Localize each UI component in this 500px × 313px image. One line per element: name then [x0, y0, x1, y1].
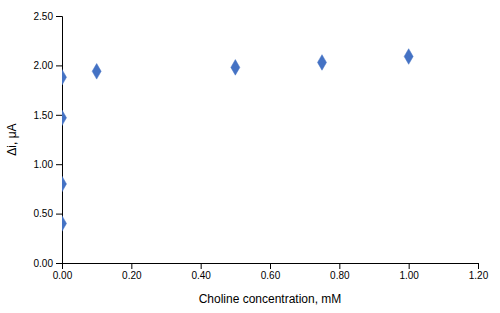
- chart: 0.00 0.20 0.40 0.60 0.80 1.00 1.20 0.00 0.50 1.00…: [0, 0, 500, 313]
- y-tick: 2.50: [34, 11, 62, 22]
- x-tick-label: 0.60: [261, 270, 281, 281]
- plot: 0.00 0.20 0.40 0.60 0.80 1.00 1.20 0.00 0.50 1.00…: [34, 11, 489, 281]
- points: [62, 49, 413, 232]
- y-tick-label: 0.00: [34, 258, 54, 269]
- y-tick-mark: [56, 65, 62, 66]
- y-tick-label: 1.50: [34, 110, 54, 121]
- y-tick-mark: [56, 164, 62, 165]
- y-tick-label: 2.50: [34, 11, 54, 22]
- x-tick: 0.40: [191, 263, 211, 281]
- x-tick-label: 0.40: [191, 270, 211, 281]
- x-tick-label: 0.20: [122, 270, 142, 281]
- y-axis: 0.00 0.50 1.00 1.50 2.00 2.50: [34, 11, 63, 269]
- x-tick-label: 0.00: [53, 270, 73, 281]
- y-tick-mark: [56, 214, 62, 215]
- x-axis: 0.00 0.20 0.40 0.60 0.80 1.00 1.20: [53, 263, 489, 281]
- x-axis-line: [63, 264, 479, 270]
- x-tick-mark: [201, 263, 202, 269]
- x-tick-mark: [409, 263, 410, 269]
- x-tick-label: 0.80: [330, 270, 350, 281]
- y-tick: 0.00: [34, 258, 62, 269]
- point: [92, 64, 101, 80]
- x-tick: 0.00: [53, 263, 73, 281]
- x-tick-label: 1.00: [399, 270, 419, 281]
- x-tick: 1.20: [469, 263, 489, 281]
- point: [62, 176, 66, 192]
- y-tick-mark: [56, 16, 62, 17]
- y-tick-label: 2.00: [34, 60, 54, 71]
- y-tick: 0.50: [34, 208, 62, 219]
- y-tick-mark: [56, 263, 62, 264]
- y-axis-title: Δi, μA: [5, 123, 19, 155]
- x-axis-title: Choline concentration, mM: [199, 292, 342, 306]
- y-tick: 1.50: [34, 110, 62, 121]
- x-tick: 1.00: [399, 263, 419, 281]
- x-tick: 0.60: [261, 263, 281, 281]
- x-tick-mark: [478, 263, 479, 269]
- y-axis-line: [56, 17, 63, 264]
- y-tick-label: 1.00: [34, 159, 54, 170]
- x-tick: 0.20: [122, 263, 142, 281]
- point: [318, 55, 327, 71]
- y-tick-label: 0.50: [34, 208, 54, 219]
- point: [62, 110, 66, 126]
- x-tick-label: 1.20: [469, 270, 489, 281]
- x-tick-mark: [131, 263, 132, 269]
- point: [62, 216, 66, 232]
- x-tick-mark: [339, 263, 340, 269]
- point: [62, 69, 66, 85]
- y-tick-mark: [56, 115, 62, 116]
- y-tick: 1.00: [34, 159, 62, 170]
- y-tick: 2.00: [34, 60, 62, 71]
- x-tick: 0.80: [330, 263, 350, 281]
- x-tick-mark: [270, 263, 271, 269]
- point: [404, 49, 413, 65]
- point: [231, 60, 240, 76]
